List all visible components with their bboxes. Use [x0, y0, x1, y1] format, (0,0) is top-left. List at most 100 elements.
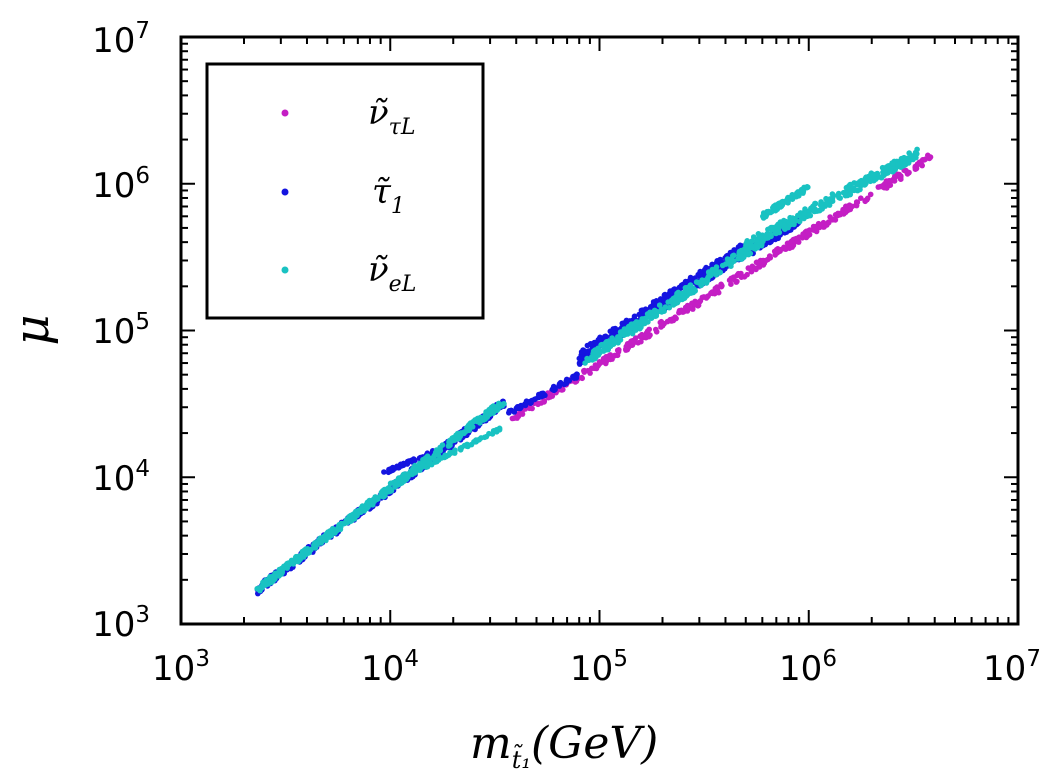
scatter-point-series-2: [268, 579, 275, 586]
scatter-point-series-2: [865, 178, 871, 184]
scatter-point-series-0: [786, 244, 793, 250]
scatter-point-series-0: [824, 222, 830, 228]
scatter-point-series-0: [767, 254, 774, 261]
scatter-point-series-2: [378, 489, 385, 496]
scatter-point-series-0: [624, 341, 631, 347]
scatter-point-series-2: [811, 208, 818, 215]
legend-label-nutau: ν̃τL: [368, 93, 415, 140]
scatter-point-series-1: [636, 311, 642, 318]
scatter-point-series-2: [637, 325, 643, 332]
scatter-point-series-2: [829, 191, 836, 197]
scatter-point-series-2: [672, 300, 679, 307]
scatter-point-series-2: [347, 512, 354, 519]
scatter-point-series-2: [584, 357, 591, 364]
scatter-point-series-2: [789, 219, 796, 225]
scatter-point-series-2: [380, 494, 387, 500]
scatter-point-series-2: [823, 200, 829, 207]
scatter-point-series-0: [830, 216, 836, 223]
scatter-point-series-2: [475, 437, 482, 443]
scatter-point-series-2: [351, 516, 358, 522]
scatter-point-series-2: [464, 428, 470, 434]
scatter-point-series-1: [717, 256, 723, 263]
scatter-point-series-2: [633, 319, 640, 325]
scatter-point-series-2: [301, 547, 308, 553]
scatter-point-series-2: [387, 480, 394, 487]
x-tick-label: 106: [779, 646, 837, 689]
scatter-point-series-2: [651, 307, 658, 314]
scatter-point-series-2: [810, 203, 816, 210]
scatter-point-series-2: [778, 203, 785, 210]
scatter-point-series-2: [872, 176, 879, 182]
scatter-point-series-2: [854, 180, 861, 187]
scatter-point-series-0: [659, 322, 666, 329]
scatter-point-series-2: [500, 401, 507, 407]
legend-marker-nue: [281, 266, 289, 274]
scatter-point-series-2: [823, 195, 829, 202]
scatter-point-series-1: [652, 300, 658, 307]
scatter-point-series-0: [818, 221, 824, 228]
scatter-point-series-0: [529, 405, 535, 412]
scatter-point-series-2: [312, 545, 319, 551]
scatter-point-series-2: [719, 262, 726, 269]
scatter-point-series-2: [686, 290, 693, 296]
scatter-point-series-2: [431, 452, 438, 459]
scatter-point-series-0: [893, 173, 899, 179]
scatter-point-series-1: [767, 239, 773, 246]
scatter-point-series-1: [576, 355, 583, 362]
scatter-point-series-2: [882, 166, 889, 173]
scatter-point-series-0: [509, 415, 516, 422]
scatter-point-series-2: [725, 260, 731, 267]
scatter-point-series-1: [772, 234, 779, 241]
scatter-point-series-2: [593, 354, 599, 361]
scatter-point-series-0: [730, 274, 737, 281]
scatter-point-series-2: [806, 212, 812, 219]
scatter-point-series-1: [390, 464, 396, 471]
scatter-point-series-2: [760, 213, 766, 220]
x-tick-label: 105: [570, 646, 628, 689]
scatter-point-series-1: [399, 463, 405, 469]
scatter-point-series-2: [687, 282, 694, 288]
scatter-point-series-1: [638, 307, 645, 314]
scatter-point-series-1: [578, 349, 585, 355]
scatter-point-series-0: [647, 332, 653, 338]
scatter-point-series-2: [745, 251, 752, 258]
scatter-point-series-1: [589, 342, 595, 349]
scatter-point-series-0: [546, 392, 552, 399]
y-tick-label: 105: [92, 309, 150, 352]
scatter-point-series-2: [769, 226, 775, 233]
scatter-point-series-2: [735, 256, 741, 262]
scatter-point-series-2: [787, 214, 793, 221]
scatter-point-series-2: [731, 258, 737, 265]
scatter-point-series-1: [531, 396, 538, 403]
scatter-point-series-2: [392, 484, 398, 490]
scatter-point-series-0: [519, 411, 526, 417]
scatter-point-series-1: [642, 306, 649, 313]
scatter-point-series-2: [385, 485, 392, 491]
scatter-point-series-2: [324, 530, 331, 536]
scatter-point-series-2: [731, 252, 737, 259]
scatter-point-series-2: [648, 315, 655, 322]
scatter-point-series-2: [888, 165, 894, 172]
scatter-point-series-2: [695, 279, 702, 286]
scatter-point-series-2: [836, 194, 842, 201]
scatter-point-series-2: [771, 204, 777, 211]
scatter-point-series-1: [596, 336, 602, 343]
scatter-point-series-0: [891, 178, 898, 184]
y-tick-label: 106: [92, 163, 150, 206]
scatter-point-series-2: [670, 296, 677, 303]
scatter-point-series-1: [671, 286, 678, 292]
scatter-point-series-0: [753, 266, 759, 273]
scatter-point-series-1: [566, 377, 573, 384]
scatter-point-series-1: [647, 304, 654, 310]
scatter-point-series-0: [916, 159, 923, 165]
y-tick-label: 107: [92, 18, 150, 61]
scatter-point-series-1: [550, 383, 557, 390]
scatter-point-series-2: [493, 429, 500, 435]
scatter-point-series-2: [611, 338, 618, 344]
scatter-point-series-2: [617, 329, 624, 335]
scatter-point-series-2: [674, 290, 680, 297]
scatter-point-series-2: [806, 208, 813, 214]
scatter-point-series-2: [765, 226, 771, 233]
scatter-point-series-2: [908, 153, 915, 159]
scatter-point-series-2: [294, 556, 301, 563]
